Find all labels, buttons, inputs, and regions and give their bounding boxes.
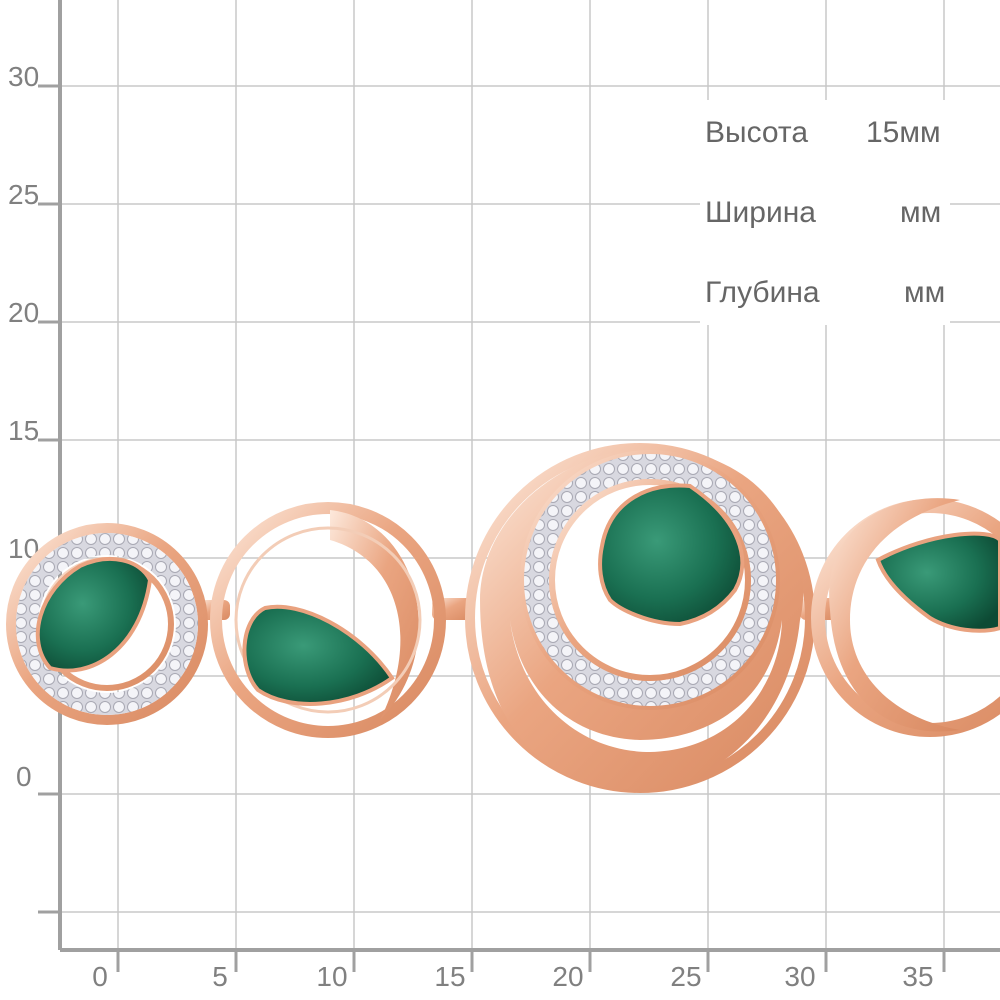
spec-width-value: мм [900, 196, 942, 229]
gold-link-center [465, 443, 815, 793]
x-tick-30: 30 [784, 961, 815, 992]
x-tick-20: 20 [552, 961, 583, 992]
axes [58, 0, 1000, 952]
gold-link-second [210, 502, 446, 738]
spec-width-label: Ширина [705, 196, 816, 229]
bracelet [6, 443, 1000, 793]
y-tick-25: 25 [8, 179, 39, 210]
specs-panel [700, 100, 950, 325]
green-pear-stone [35, 557, 153, 673]
x-tick-10: 10 [316, 961, 347, 992]
y-tick-30: 30 [8, 61, 39, 92]
x-tick-35: 35 [902, 961, 933, 992]
green-pear-stone [875, 531, 1000, 633]
green-trillion-stone [598, 483, 745, 627]
spec-depth-value: мм [904, 276, 946, 309]
halo-link-left [6, 523, 208, 725]
x-tick-5: 5 [212, 961, 228, 992]
y-tick-15: 15 [8, 415, 39, 446]
spec-height-value: 15мм [866, 116, 941, 149]
y-tick-0: 0 [16, 761, 32, 792]
x-tick-0: 0 [92, 961, 108, 992]
x-tick-15: 15 [434, 961, 465, 992]
spec-height-label: Высота [705, 116, 809, 149]
green-pear-stone [242, 604, 395, 706]
spec-depth-label: Глубина [705, 276, 820, 309]
gold-link-right [811, 498, 1000, 737]
y-tick-20: 20 [8, 297, 39, 328]
x-tick-25: 25 [670, 961, 701, 992]
